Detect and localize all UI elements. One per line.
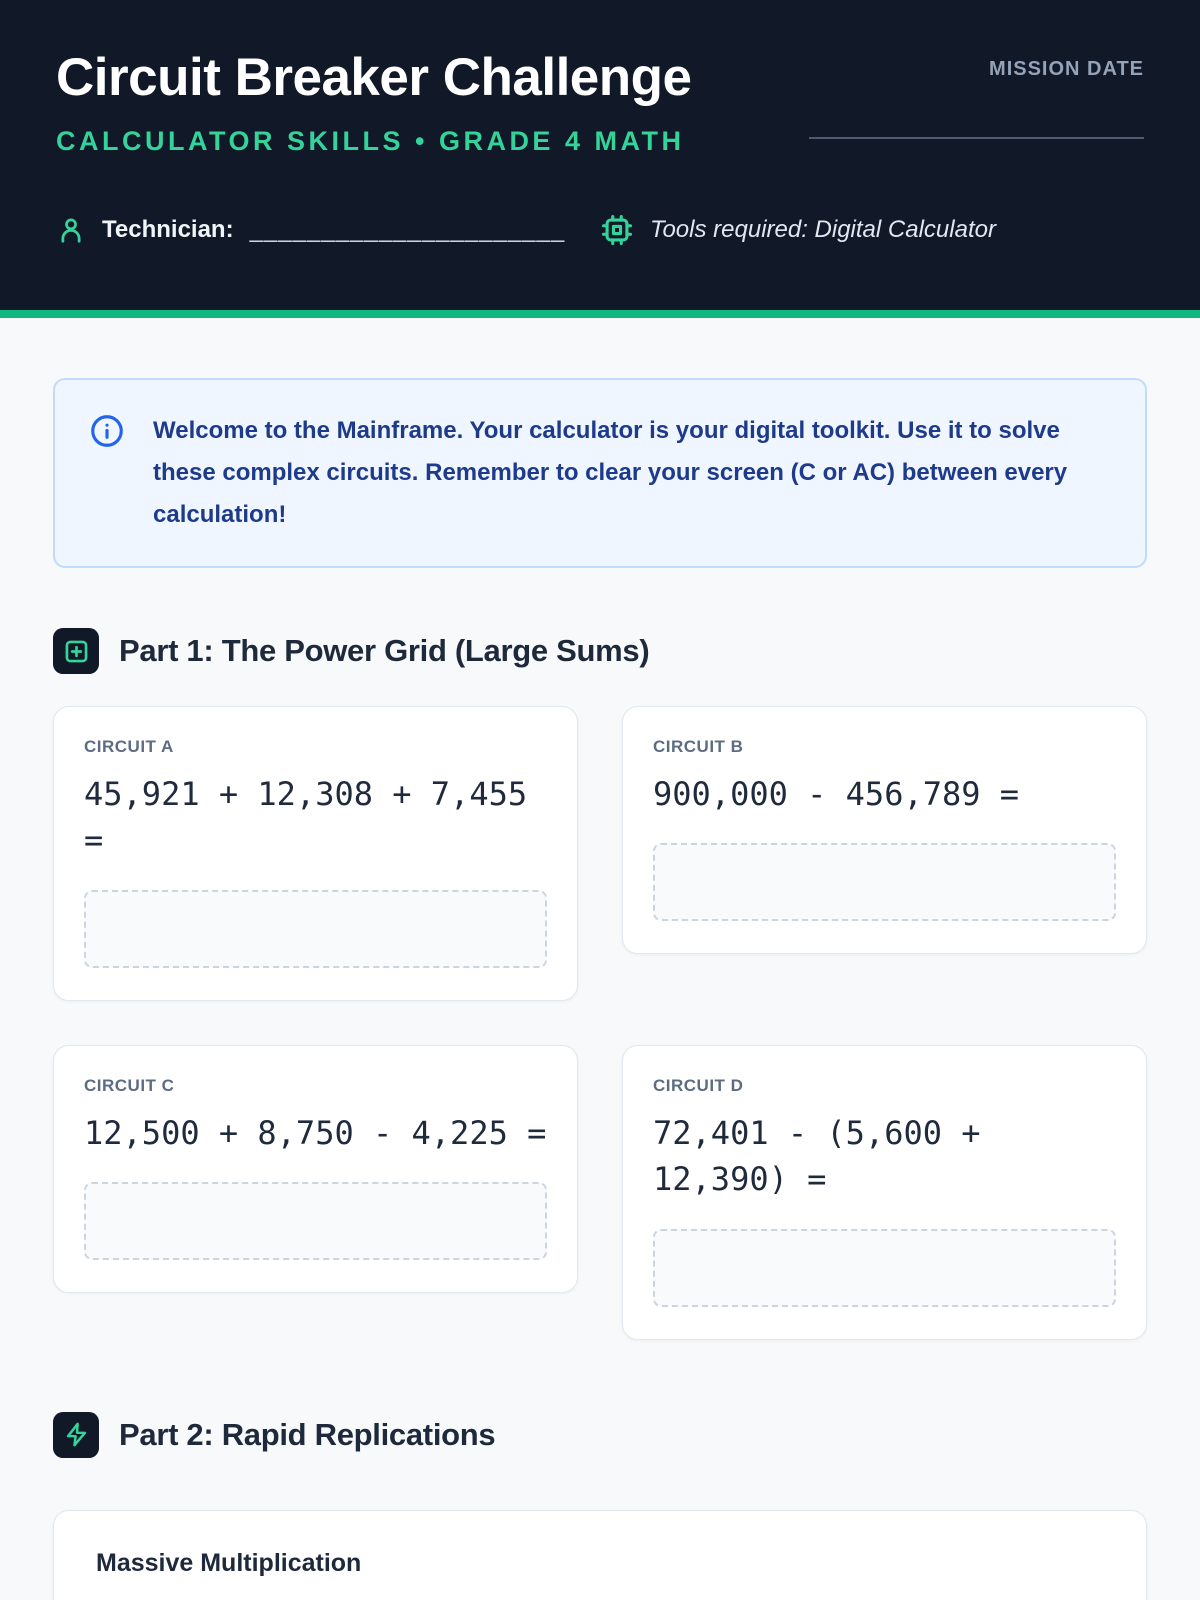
tools-required-label: Tools required: Digital Calculator	[650, 215, 996, 243]
worksheet-content: Welcome to the Mainframe. Your calculato…	[0, 378, 1200, 1600]
circuit-label: CIRCUIT B	[653, 737, 744, 756]
circuit-card-c: CIRCUIT C 12,500 + 8,750 - 4,225 =	[53, 1044, 578, 1294]
header-title-block: Circuit Breaker Challenge CALCULATOR SKI…	[56, 50, 692, 157]
cpu-chip-icon	[600, 213, 634, 247]
mission-date-line[interactable]	[809, 137, 1144, 139]
problem-text-block: Massive Multiplication If one circuit bo…	[96, 1549, 684, 1600]
circuit-label: CIRCUIT D	[653, 1075, 744, 1095]
info-icon	[89, 413, 125, 536]
circuit-card-b: CIRCUIT B 900,000 - 456,789 =	[622, 706, 1147, 955]
answer-box[interactable]	[84, 1182, 547, 1261]
technician-field: Technician: ______________________	[56, 215, 600, 245]
welcome-callout-text: Welcome to the Mainframe. Your calculato…	[153, 417, 1068, 528]
answer-box[interactable]	[653, 1228, 1116, 1307]
mission-date-label: MISSION DATE	[989, 58, 1144, 80]
circuit-card-d: CIRCUIT D 72,401 - (5,600 + 12,390) =	[622, 1044, 1147, 1340]
technician-label: Technician:	[102, 215, 234, 243]
part2-heading-row: Part 2: Rapid Replications	[53, 1411, 1147, 1458]
circuit-grid: CIRCUIT A 45,921 + 12,308 + 7,455 = CIRC…	[53, 706, 1147, 1340]
circuit-expression: 12,500 + 8,750 - 4,225 =	[84, 1113, 547, 1152]
header-accent-bar	[0, 310, 1200, 318]
problem-title: Massive Multiplication	[96, 1548, 362, 1577]
part2-title: Part 2: Rapid Replications	[119, 1416, 496, 1452]
circuit-expression: 900,000 - 456,789 =	[653, 775, 1020, 813]
part1-title: Part 1: The Power Grid (Large Sums)	[119, 633, 650, 668]
part1-heading-row: Part 1: The Power Grid (Large Sums)	[53, 628, 1147, 674]
circuit-label: CIRCUIT A	[84, 737, 174, 756]
lightning-bolt-icon	[53, 1411, 99, 1458]
user-icon	[56, 215, 86, 245]
header-top-row: Circuit Breaker Challenge CALCULATOR SKI…	[56, 50, 1144, 157]
massive-multiplication-card: Massive Multiplication If one circuit bo…	[53, 1509, 1147, 1600]
welcome-callout: Welcome to the Mainframe. Your calculato…	[53, 378, 1147, 568]
answer-box[interactable]	[84, 889, 547, 968]
circuit-expression: 45,921 + 12,308 + 7,455 =	[84, 775, 528, 860]
answer-box[interactable]	[653, 843, 1116, 922]
page-title: Circuit Breaker Challenge	[56, 48, 692, 107]
header-meta-row: Technician: ______________________ Tools…	[56, 213, 1144, 247]
tools-required: Tools required: Digital Calculator	[600, 213, 996, 247]
circuit-card-a: CIRCUIT A 45,921 + 12,308 + 7,455 =	[53, 706, 578, 1001]
worksheet-header: Circuit Breaker Challenge CALCULATOR SKI…	[0, 0, 1200, 310]
mission-date-block: MISSION DATE	[809, 50, 1144, 139]
plus-square-icon	[53, 628, 99, 674]
circuit-expression: 72,401 - (5,600 + 12,390) =	[653, 1113, 981, 1199]
page-subtitle: CALCULATOR SKILLS • GRADE 4 MATH	[56, 125, 685, 156]
circuit-label: CIRCUIT C	[84, 1075, 175, 1095]
technician-blank-line[interactable]: ______________________	[249, 215, 566, 243]
